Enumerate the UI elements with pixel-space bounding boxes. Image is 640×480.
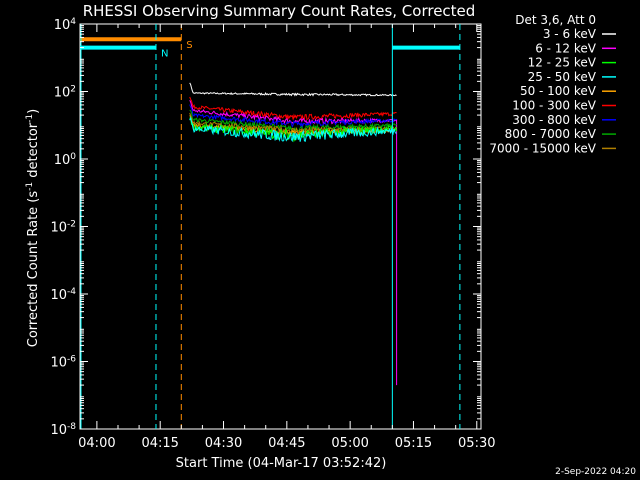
y-tick-label: 10-6 bbox=[50, 355, 76, 371]
legend-label: 50 - 100 keV bbox=[520, 84, 597, 98]
x-tick-label: 05:15 bbox=[395, 436, 432, 451]
series-line bbox=[189, 104, 397, 128]
x-axis-label: Start Time (04-Mar-17 03:52:42) bbox=[176, 456, 387, 471]
legend-label: 300 - 800 keV bbox=[512, 113, 596, 127]
y-label-sup-1: -1 bbox=[25, 182, 35, 191]
plot-frame bbox=[79, 23, 482, 430]
series-line bbox=[189, 100, 398, 386]
footer-date: 2-Sep-2022 04:20 bbox=[555, 467, 636, 477]
x-tick-label: 04:45 bbox=[268, 436, 305, 451]
x-tick-label: 04:00 bbox=[78, 436, 115, 451]
y-label-part-2: detector bbox=[26, 122, 41, 182]
x-tick-label: 05:00 bbox=[331, 436, 368, 451]
flag-N-label: N bbox=[161, 49, 168, 60]
series-line bbox=[189, 82, 397, 97]
legend-label: 6 - 12 keV bbox=[535, 41, 597, 55]
legend-label: 12 - 25 keV bbox=[528, 56, 597, 70]
x-tick-label: 04:15 bbox=[141, 436, 178, 451]
x-tick-label: 05:30 bbox=[458, 436, 495, 451]
series-line bbox=[189, 112, 398, 134]
legend-label: 100 - 300 keV bbox=[512, 99, 596, 113]
legend-label: 800 - 7000 keV bbox=[505, 127, 597, 141]
x-tick-label: 04:30 bbox=[205, 436, 242, 451]
legend-label: 25 - 50 keV bbox=[528, 70, 597, 84]
y-tick-label: 102 bbox=[54, 85, 76, 101]
chart-title: RHESSI Observing Summary Count Rates, Co… bbox=[83, 2, 476, 20]
legend-title: Det 3,6, Att 0 bbox=[515, 13, 596, 27]
y-label-sup-2: -1 bbox=[25, 114, 35, 123]
series-line bbox=[189, 96, 397, 121]
y-tick-label: 100 bbox=[54, 152, 77, 168]
y-tick-label: 10-8 bbox=[50, 422, 76, 438]
y-label-part-3: ) bbox=[26, 109, 41, 114]
y-tick-label: 10-4 bbox=[50, 287, 76, 303]
y-axis-label: Corrected Count Rate (s-1 detector-1) bbox=[25, 109, 41, 347]
legend-label: 3 - 6 keV bbox=[543, 27, 597, 41]
legend-label: 7000 - 15000 keV bbox=[489, 141, 596, 155]
y-tick-label: 10-2 bbox=[50, 220, 76, 236]
y-tick-label: 104 bbox=[54, 17, 77, 33]
flag-S-label: S bbox=[186, 40, 192, 51]
series-line bbox=[189, 116, 397, 143]
y-label-part-1: Corrected Count Rate (s bbox=[26, 191, 41, 348]
